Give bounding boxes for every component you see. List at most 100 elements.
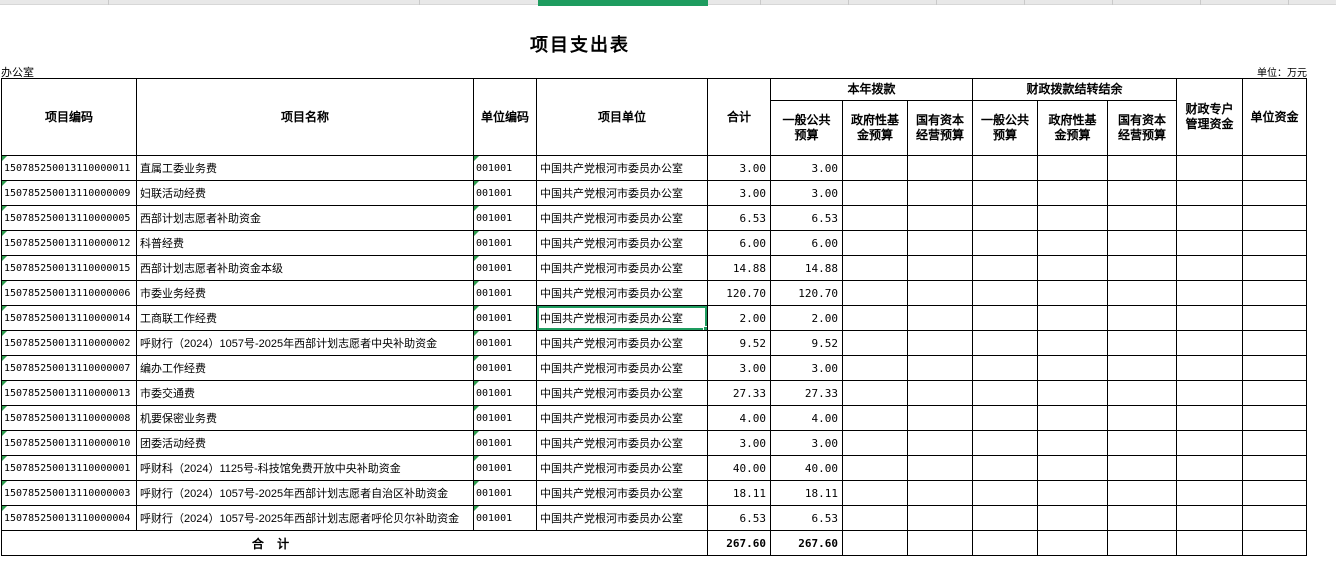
general-budget-cell[interactable]: 4.00 — [770, 405, 843, 431]
empty-cell[interactable] — [1037, 430, 1109, 456]
empty-cell[interactable] — [906, 505, 974, 531]
empty-cell[interactable] — [1242, 230, 1308, 256]
project-code-cell[interactable]: 150785250013110000004 — [1, 505, 137, 531]
empty-cell[interactable] — [1242, 455, 1308, 481]
empty-cell[interactable] — [972, 280, 1039, 306]
unit-code-cell[interactable]: 001001 — [473, 480, 537, 506]
empty-cell[interactable] — [1176, 430, 1244, 456]
general-budget-cell[interactable]: 14.88 — [770, 255, 843, 281]
total-cell[interactable]: 3.00 — [707, 430, 771, 456]
general-budget-cell[interactable]: 9.52 — [770, 330, 843, 356]
total-cell[interactable]: 6.53 — [707, 205, 771, 231]
unit-code-cell[interactable]: 001001 — [473, 505, 537, 531]
unit-code-cell[interactable]: 001001 — [473, 230, 537, 256]
total-cell[interactable]: 40.00 — [707, 455, 771, 481]
empty-cell[interactable] — [1176, 205, 1244, 231]
empty-cell[interactable] — [1242, 480, 1308, 506]
header-unit-funds[interactable]: 单位资金 — [1242, 78, 1308, 156]
unit-code-cell[interactable]: 001001 — [473, 330, 537, 356]
total-cell[interactable]: 6.53 — [707, 505, 771, 531]
total-cell[interactable]: 2.00 — [707, 305, 771, 331]
empty-cell[interactable] — [1176, 530, 1244, 556]
unit-code-cell[interactable]: 001001 — [473, 180, 537, 206]
header-project-unit[interactable]: 项目单位 — [536, 78, 708, 156]
header-cy-state-capital-budget[interactable]: 国有资本 经营预算 — [906, 100, 974, 156]
empty-cell[interactable] — [1037, 230, 1109, 256]
empty-cell[interactable] — [842, 155, 908, 181]
project-code-cell[interactable]: 150785250013110000002 — [1, 330, 137, 356]
header-cy-gov-fund-budget[interactable]: 政府性基 金预算 — [842, 100, 908, 156]
empty-cell[interactable] — [1037, 330, 1109, 356]
empty-cell[interactable] — [972, 255, 1039, 281]
empty-cell[interactable] — [842, 205, 908, 231]
empty-cell[interactable] — [1242, 380, 1308, 406]
empty-cell[interactable] — [1037, 205, 1109, 231]
empty-cell[interactable] — [842, 230, 908, 256]
empty-cell[interactable] — [1242, 330, 1308, 356]
empty-cell[interactable] — [972, 405, 1039, 431]
empty-cell[interactable] — [972, 330, 1039, 356]
empty-cell[interactable] — [972, 530, 1039, 556]
project-name-cell[interactable]: 编办工作经费 — [136, 355, 474, 381]
empty-cell[interactable] — [1037, 180, 1109, 206]
general-budget-cell[interactable]: 3.00 — [770, 355, 843, 381]
empty-cell[interactable] — [972, 455, 1039, 481]
project-unit-cell[interactable]: 中国共产党根河市委员办公室 — [536, 355, 708, 381]
header-co-state-capital-budget[interactable]: 国有资本 经营预算 — [1107, 100, 1178, 156]
project-unit-cell[interactable]: 中国共产党根河市委员办公室 — [536, 205, 708, 231]
unit-code-cell[interactable]: 001001 — [473, 155, 537, 181]
project-name-cell[interactable]: 工商联工作经费 — [136, 305, 474, 331]
unit-code-cell[interactable]: 001001 — [473, 305, 537, 331]
project-unit-cell[interactable]: 中国共产党根河市委员办公室 — [536, 230, 708, 256]
unit-code-cell[interactable]: 001001 — [473, 380, 537, 406]
project-name-cell[interactable]: 市委业务经费 — [136, 280, 474, 306]
empty-cell[interactable] — [1037, 255, 1109, 281]
empty-cell[interactable] — [972, 305, 1039, 331]
total-cell[interactable]: 3.00 — [707, 355, 771, 381]
empty-cell[interactable] — [1107, 455, 1178, 481]
empty-cell[interactable] — [1176, 330, 1244, 356]
project-unit-cell[interactable]: 中国共产党根河市委员办公室 — [536, 405, 708, 431]
project-name-cell[interactable]: 科普经费 — [136, 230, 474, 256]
unit-code-cell[interactable]: 001001 — [473, 255, 537, 281]
header-co-gov-fund-budget[interactable]: 政府性基 金预算 — [1037, 100, 1109, 156]
empty-cell[interactable] — [1242, 505, 1308, 531]
project-code-cell[interactable]: 150785250013110000014 — [1, 305, 137, 331]
empty-cell[interactable] — [972, 180, 1039, 206]
project-name-cell[interactable]: 西部计划志愿者补助资金本级 — [136, 255, 474, 281]
empty-cell[interactable] — [906, 405, 974, 431]
empty-cell[interactable] — [906, 280, 974, 306]
empty-cell[interactable] — [1037, 530, 1109, 556]
empty-cell[interactable] — [1037, 280, 1109, 306]
empty-cell[interactable] — [1242, 205, 1308, 231]
empty-cell[interactable] — [1176, 155, 1244, 181]
header-cy-general-budget[interactable]: 一般公共 预算 — [770, 100, 843, 156]
project-name-cell[interactable]: 呼财行（2024）1057号-2025年西部计划志愿者呼伦贝尔补助资金 — [136, 505, 474, 531]
empty-cell[interactable] — [842, 280, 908, 306]
empty-cell[interactable] — [1107, 305, 1178, 331]
empty-cell[interactable] — [1107, 230, 1178, 256]
total-cell[interactable]: 120.70 — [707, 280, 771, 306]
project-unit-cell[interactable]: 中国共产党根河市委员办公室 — [536, 280, 708, 306]
empty-cell[interactable] — [1107, 405, 1178, 431]
empty-cell[interactable] — [1037, 380, 1109, 406]
empty-cell[interactable] — [1176, 280, 1244, 306]
empty-cell[interactable] — [1037, 305, 1109, 331]
empty-cell[interactable] — [1107, 505, 1178, 531]
total-cell[interactable]: 3.00 — [707, 155, 771, 181]
general-budget-cell[interactable]: 120.70 — [770, 280, 843, 306]
project-name-cell[interactable]: 市委交通费 — [136, 380, 474, 406]
project-code-cell[interactable]: 150785250013110000008 — [1, 405, 137, 431]
empty-cell[interactable] — [1107, 155, 1178, 181]
empty-cell[interactable] — [1176, 380, 1244, 406]
empty-cell[interactable] — [1107, 330, 1178, 356]
project-unit-cell[interactable]: 中国共产党根河市委员办公室 — [536, 505, 708, 531]
empty-cell[interactable] — [1037, 155, 1109, 181]
project-code-cell[interactable]: 150785250013110000012 — [1, 230, 137, 256]
unit-code-cell[interactable]: 001001 — [473, 430, 537, 456]
empty-cell[interactable] — [1176, 455, 1244, 481]
project-code-cell[interactable]: 150785250013110000001 — [1, 455, 137, 481]
total-cell[interactable]: 3.00 — [707, 180, 771, 206]
general-budget-cell[interactable]: 3.00 — [770, 430, 843, 456]
empty-cell[interactable] — [842, 305, 908, 331]
